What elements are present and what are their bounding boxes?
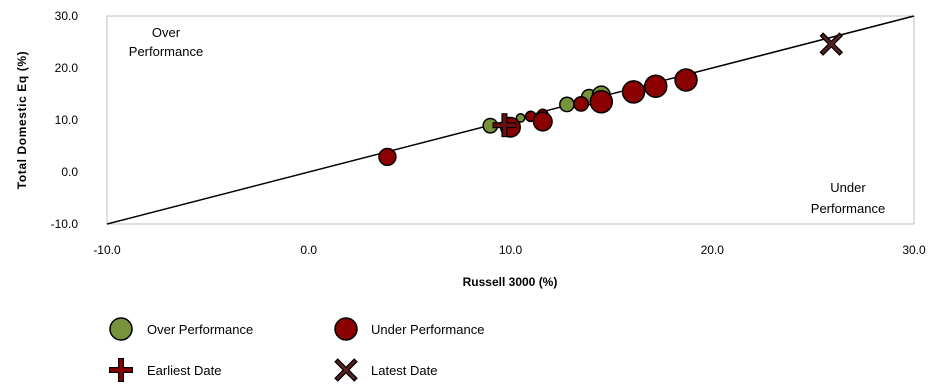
legend-under-performance-label: Under Performance (371, 322, 484, 337)
y-tick-label: 10.0 (55, 113, 79, 127)
legend-latest-date-label: Latest Date (371, 363, 438, 378)
over-performance-annotation-line1: Over (152, 25, 181, 40)
y-tick-label: 30.0 (55, 9, 79, 23)
x-tick-label: 10.0 (499, 243, 523, 257)
y-tick-label: 20.0 (55, 61, 79, 75)
under-performance-point (532, 111, 553, 132)
over-performance-annotation-line2: Performance (129, 44, 203, 59)
y-axis-ticks: -10.0 0.0 10.0 20.0 30.0 (51, 9, 79, 231)
latest-date-marker (819, 32, 844, 56)
under-performance-point (621, 80, 646, 104)
plot-area (106, 15, 915, 225)
legend-item-under-performance: Under Performance (334, 317, 484, 341)
x-tick-label: 0.0 (300, 243, 317, 257)
over-performance-point (559, 96, 575, 113)
under-performance-point (378, 147, 397, 167)
legend-item-earliest-date: Earliest Date (109, 358, 221, 382)
under-performance-annotation-line1: Under (830, 180, 866, 195)
y-tick-label: -10.0 (51, 217, 79, 231)
under-performance-point (644, 74, 668, 98)
legend-earliest-date-label: Earliest Date (147, 363, 221, 378)
legend-item-over-performance: Over Performance (109, 317, 253, 341)
x-tick-label: -10.0 (93, 243, 121, 257)
x-tick-label: 20.0 (701, 243, 725, 257)
legend: Over Performance Under Performance Earli… (109, 317, 484, 382)
under-performance-point (589, 90, 614, 114)
legend-over-performance-icon (109, 317, 133, 341)
legend-latest-date-x-icon (334, 358, 358, 382)
legend-item-latest-date: Latest Date (334, 358, 438, 382)
y-axis-title: Total Domestic Eq (%) (15, 51, 29, 189)
x-axis-ticks: -10.0 0.0 10.0 20.0 30.0 (93, 243, 926, 257)
y-tick-label: 0.0 (61, 165, 78, 179)
legend-under-performance-icon (334, 317, 358, 341)
under-performance-point (573, 95, 590, 112)
data-points-layer (378, 32, 844, 167)
under-performance-point (674, 68, 698, 92)
earliest-date-marker (492, 113, 517, 138)
x-tick-label: 30.0 (902, 243, 926, 257)
x-axis-title: Russell 3000 (%) (463, 275, 558, 289)
legend-over-performance-label: Over Performance (147, 322, 253, 337)
legend-earliest-date-plus-icon (109, 358, 133, 382)
over-performance-point (515, 112, 526, 123)
under-performance-annotation-line2: Performance (811, 201, 885, 216)
